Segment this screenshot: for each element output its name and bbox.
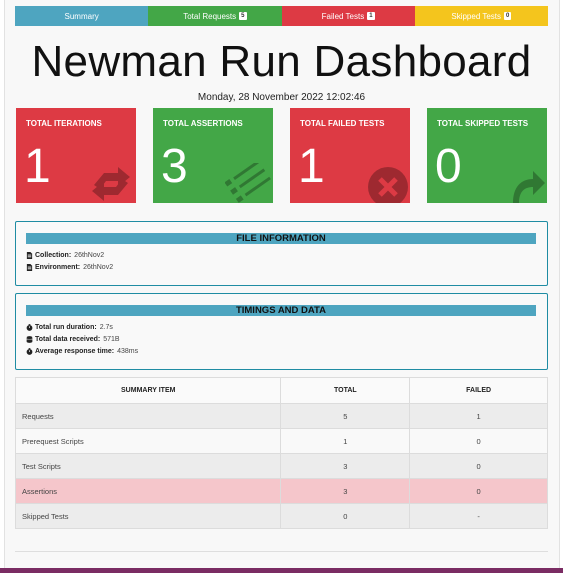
refresh-icon [92,167,130,201]
data-received-row: Total data received: 571B [26,336,120,343]
timings-heading: TIMINGS AND DATA [26,305,536,316]
table-row: Prerequest Scripts 1 0 [14,428,548,454]
row-total: 0 [280,503,411,529]
file-information-panel: FILE INFORMATION Collection: 26thNov2 En… [15,221,548,286]
times-circle-icon [368,167,408,203]
tab-skipped-tests-label: Skipped Tests [451,11,502,21]
card-total-assertions: TOTAL ASSERTIONS 3 [153,108,273,203]
card-label: TOTAL ITERATIONS [26,119,102,128]
column-header-summary-item: SUMMARY ITEM [14,377,282,404]
card-value: 1 [298,140,325,193]
row-failed: 1 [409,403,548,429]
timings-panel: TIMINGS AND DATA Total run duration: 2.7… [15,293,548,370]
total-requests-badge: 5 [239,12,247,20]
tasks-icon [225,163,271,203]
file-icon [26,252,33,259]
data-received-value: 571B [103,336,120,343]
run-date: Monday, 28 November 2022 12:02:46 [197,92,366,103]
table-row: Test Scripts 3 0 [14,453,548,479]
page-title: Newman Run Dashboard [31,37,532,86]
skipped-tests-badge: 0 [504,12,512,20]
collection-value: 26thNov2 [74,252,105,259]
row-item: Assertions [14,478,282,504]
response-time-label: Average response time: [35,348,115,355]
row-item: Skipped Tests [14,503,282,529]
tab-summary-label: Summary [64,11,99,21]
card-label: TOTAL FAILED TESTS [300,119,385,128]
failed-tests-badge: 1 [367,12,375,20]
tab-skipped-tests[interactable]: Skipped Tests 0 [414,6,548,26]
row-total: 5 [280,403,411,429]
tab-summary[interactable]: Summary [15,6,149,26]
card-value: 0 [435,140,462,193]
tab-failed-tests-label: Failed Tests [321,11,365,21]
duration-row: Total run duration: 2.7s [26,324,113,331]
stopwatch-icon [26,324,33,331]
summary-table: SUMMARY ITEM TOTAL FAILED Requests 5 1 P… [14,377,548,529]
row-item: Prerequest Scripts [14,428,282,454]
environment-label: Environment: [35,264,81,271]
card-total-skipped-tests: TOTAL SKIPPED TESTS 0 [427,108,547,203]
row-item: Requests [14,403,282,429]
column-header-total: TOTAL [280,377,411,404]
column-header-failed: FAILED [409,377,548,404]
row-failed: - [409,503,548,529]
response-time-value: 438ms [117,348,139,355]
card-label: TOTAL ASSERTIONS [163,119,243,128]
nav-tabs: Summary Total Requests 5 Failed Tests 1 … [15,6,548,26]
collection-row: Collection: 26thNov2 [26,252,104,259]
table-row: Requests 5 1 [14,403,548,429]
environment-value: 26thNov2 [83,264,114,271]
card-total-iterations: TOTAL ITERATIONS 1 [16,108,136,203]
tab-total-requests[interactable]: Total Requests 5 [148,6,282,26]
bottom-border [0,568,563,573]
table-row: Assertions 3 0 [14,478,548,504]
share-arrow-icon [513,171,545,203]
duration-label: Total run duration: [35,324,97,331]
file-information-heading: FILE INFORMATION [26,233,536,244]
row-item: Test Scripts [14,453,282,479]
database-icon [26,336,33,343]
duration-value: 2.7s [99,324,113,331]
stopwatch-icon [26,348,33,355]
card-value: 3 [161,140,188,193]
table-header-row: SUMMARY ITEM TOTAL FAILED [14,377,548,404]
row-total: 3 [280,453,411,479]
response-time-row: Average response time: 438ms [26,348,138,355]
table-row: Skipped Tests 0 - [14,503,548,529]
row-failed: 0 [409,478,548,504]
tab-total-requests-label: Total Requests [183,11,237,21]
collection-label: Collection: [35,252,72,259]
row-total: 1 [280,428,411,454]
environment-row: Environment: 26thNov2 [26,264,113,271]
row-failed: 0 [409,428,548,454]
row-total: 3 [280,478,411,504]
file-icon [26,264,33,271]
row-failed: 0 [409,453,548,479]
card-total-failed-tests: TOTAL FAILED TESTS 1 [290,108,410,203]
data-received-label: Total data received: [35,336,101,343]
tab-failed-tests[interactable]: Failed Tests 1 [281,6,415,26]
divider [15,551,548,552]
card-label: TOTAL SKIPPED TESTS [437,119,529,128]
card-value: 1 [24,140,51,193]
